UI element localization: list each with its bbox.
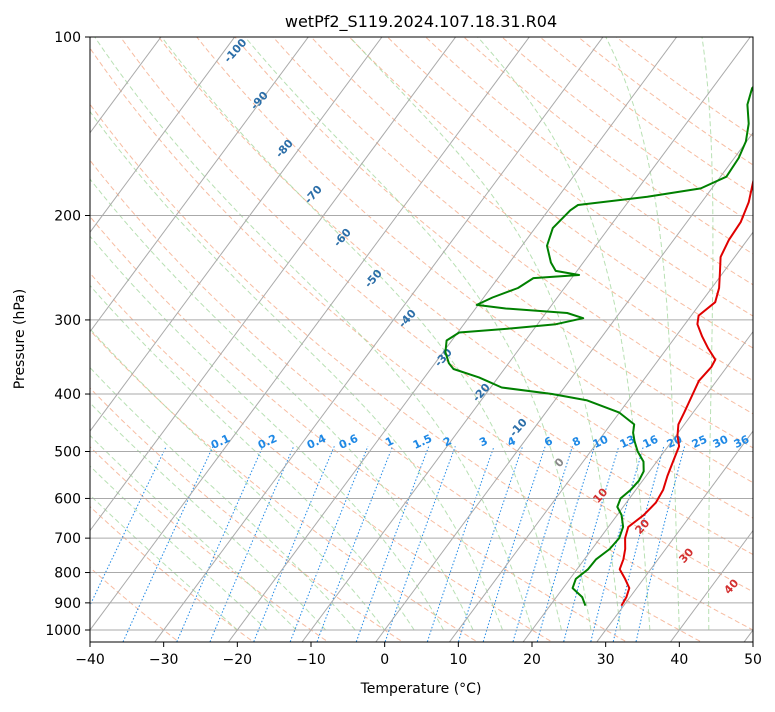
x-tick-label: 50 [744,652,762,668]
x-tick-label: −40 [75,652,105,668]
y-tick-label: 200 [54,209,81,225]
y-tick-label: 900 [54,596,81,612]
y-axis-title: Pressure (hPa) [12,289,28,389]
x-tick-label: −20 [223,652,253,668]
x-tick-label: −10 [296,652,326,668]
x-tick-label: −30 [149,652,179,668]
x-tick-label: 10 [449,652,467,668]
x-tick-label: 30 [597,652,615,668]
y-tick-label: 500 [54,444,81,460]
y-tick-label: 1000 [45,623,81,639]
y-tick-label: 800 [54,566,81,582]
x-axis-title: Temperature (°C) [360,681,482,697]
x-tick-label: 0 [380,652,389,668]
y-tick-label: 400 [54,387,81,403]
y-tick-label: 300 [54,313,81,329]
x-tick-label: 40 [670,652,688,668]
y-tick-label: 100 [54,30,81,46]
y-tick-label: 600 [54,491,81,507]
y-tick-label: 700 [54,531,81,547]
chart-title: wetPf2_S119.2024.107.18.31.R04 [285,12,557,32]
x-tick-label: 20 [523,652,541,668]
